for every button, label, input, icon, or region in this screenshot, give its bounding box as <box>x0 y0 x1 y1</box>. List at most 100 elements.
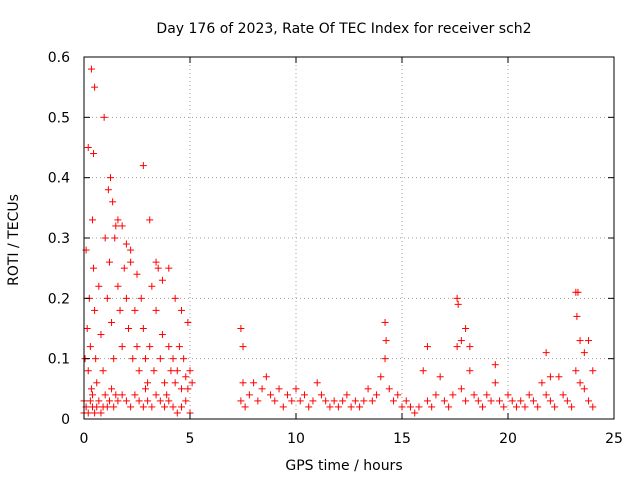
data-point <box>169 355 177 363</box>
data-point <box>173 367 181 375</box>
data-point <box>479 403 487 411</box>
data-point <box>457 385 465 393</box>
data-point <box>108 318 116 326</box>
data-point <box>135 397 143 405</box>
data-point <box>585 397 593 405</box>
data-point <box>88 391 96 399</box>
data-point <box>118 343 126 351</box>
data-point <box>91 306 99 314</box>
data-point <box>165 397 173 405</box>
data-point <box>86 343 94 351</box>
data-point <box>184 318 192 326</box>
data-point <box>521 403 529 411</box>
data-point <box>178 403 186 411</box>
data-point <box>107 174 114 182</box>
data-point <box>237 397 245 405</box>
data-point <box>175 343 183 351</box>
data-point <box>156 355 164 363</box>
data-point <box>449 391 457 399</box>
axis-ticks <box>83 56 615 420</box>
data-point <box>347 403 355 411</box>
data-point <box>381 318 389 326</box>
data-point <box>152 391 160 399</box>
data-point <box>118 222 126 230</box>
data-point <box>440 397 448 405</box>
data-point <box>390 397 398 405</box>
data-point <box>112 391 120 399</box>
data-point <box>150 367 158 375</box>
data-point <box>237 325 245 332</box>
data-point <box>93 379 101 387</box>
data-point <box>559 391 567 399</box>
data-point <box>165 264 173 272</box>
data-point <box>377 373 385 381</box>
data-point <box>305 403 313 411</box>
data-point <box>573 312 581 320</box>
data-point <box>114 282 122 290</box>
data-point <box>84 409 92 417</box>
data-point <box>114 397 122 405</box>
data-point <box>101 391 109 399</box>
data-point <box>382 337 390 345</box>
data-point <box>129 355 137 363</box>
data-point <box>432 391 440 399</box>
data-point <box>423 343 431 351</box>
data-point <box>158 331 166 339</box>
y-tick-labels: 0 0.1 0.2 0.3 0.4 0.5 0.6 <box>48 50 70 428</box>
data-point <box>445 403 453 411</box>
data-point <box>496 397 504 405</box>
data-point <box>241 403 249 411</box>
data-point <box>462 397 470 405</box>
data-point <box>111 234 119 242</box>
data-point <box>457 337 465 345</box>
grid-lines <box>84 57 614 419</box>
data-point <box>309 397 317 405</box>
data-point <box>148 403 156 411</box>
data-point <box>90 264 98 272</box>
x-axis-label: GPS time / hours <box>285 458 402 474</box>
data-point <box>112 222 120 230</box>
y-axis-label: ROTI / TECUs <box>6 194 22 286</box>
data-point <box>148 282 156 290</box>
data-point <box>572 367 580 375</box>
data-point <box>169 403 177 411</box>
data-point <box>453 294 461 302</box>
data-point <box>589 403 597 411</box>
data-point <box>158 276 166 284</box>
data-point <box>394 391 402 399</box>
data-point <box>343 391 351 399</box>
data-point <box>105 397 113 405</box>
data-point <box>436 373 444 381</box>
data-point <box>284 391 292 399</box>
data-point <box>563 397 571 405</box>
data-point <box>508 397 516 405</box>
data-point <box>330 397 338 405</box>
data-point <box>161 403 169 411</box>
data-point <box>131 306 139 314</box>
data-point <box>120 264 128 272</box>
data-point <box>491 361 499 369</box>
data-point <box>188 379 196 387</box>
data-point <box>125 325 133 332</box>
data-point <box>368 397 376 405</box>
data-point <box>137 294 145 302</box>
data-point <box>419 367 427 375</box>
y-tick-label: 0.1 <box>48 352 70 368</box>
data-point <box>118 391 126 399</box>
data-point <box>466 367 474 375</box>
data-point <box>360 397 368 405</box>
data-point <box>135 367 143 375</box>
data-point <box>279 403 287 411</box>
data-point <box>87 385 95 393</box>
data-point <box>500 403 508 411</box>
data-point <box>178 306 186 314</box>
data-point <box>105 258 113 266</box>
data-point <box>146 216 154 224</box>
data-point <box>186 367 194 375</box>
data-point <box>99 367 107 375</box>
data-point <box>525 391 533 399</box>
data-point <box>139 162 147 170</box>
y-tick-label: 0 <box>61 412 70 428</box>
data-point <box>95 282 103 290</box>
